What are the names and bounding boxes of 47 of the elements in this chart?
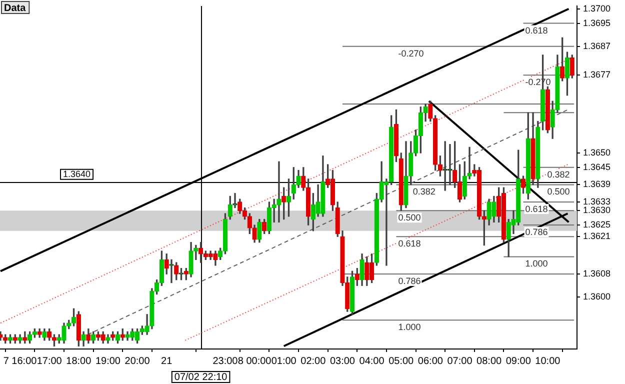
- y-tick-label: 1.3625: [583, 220, 611, 230]
- x-tick-label: 20:00: [124, 356, 150, 367]
- x-tick-label: 21: [161, 356, 173, 367]
- x-tick-label: 8 00:00: [238, 356, 272, 367]
- x-tick-label: 07:00: [447, 356, 473, 367]
- y-tick-label: 1.3633: [583, 196, 611, 206]
- y-tick-label: 1.3645: [583, 162, 611, 172]
- annotation: 1.000: [398, 322, 421, 332]
- x-tick-label: 17:00: [36, 356, 62, 367]
- ref-line-label: 1.3640: [63, 168, 91, 179]
- x-tick-label: 18:00: [66, 356, 92, 367]
- y-tick-label: 1.3621: [583, 231, 611, 242]
- x-tick-label: 7 16:00: [3, 356, 38, 367]
- annotation: 0.786: [398, 276, 421, 286]
- annotation: 0.618: [525, 25, 548, 36]
- x-tick-label: 23:00: [212, 356, 238, 367]
- x-tick-label: 03:00: [330, 356, 356, 367]
- x-tick-label: 10:00: [535, 356, 561, 367]
- annotation: 0.500: [398, 212, 421, 223]
- ref-line-label: 07/02 22:10: [174, 372, 228, 383]
- x-tick-label: 06:00: [418, 356, 444, 367]
- y-tick-label: 1.3650: [583, 147, 611, 158]
- annotation: 0.382: [547, 169, 570, 180]
- annotation: 0.382: [412, 186, 436, 197]
- x-tick-label: 02:00: [300, 356, 326, 367]
- x-tick-label: 01:00: [271, 356, 297, 367]
- annotation: 1.000: [525, 258, 548, 269]
- annotation: Data: [4, 2, 26, 14]
- x-tick-label: 04:00: [359, 356, 385, 367]
- annotation: 0.618: [398, 238, 421, 249]
- annotation: 0.786: [525, 227, 548, 238]
- annotation: 0.618: [525, 204, 548, 214]
- y-tick-label: 1.3639: [583, 179, 611, 190]
- candlestick: [467, 146, 472, 180]
- y-tick-label: 1.3677: [583, 70, 611, 80]
- y-tick-label: 1.3630: [583, 205, 611, 216]
- y-tick-label: 1.3687: [583, 40, 611, 51]
- y-tick-label: 1.3600: [583, 292, 611, 302]
- x-tick-label: 05:00: [388, 356, 414, 367]
- annotation: -0.270: [398, 48, 424, 58]
- annotation: 0.500: [547, 186, 570, 197]
- x-tick-label: 09:00: [506, 356, 532, 367]
- x-tick-label: 19:00: [95, 356, 121, 367]
- y-tick-label: 1.3695: [583, 18, 611, 28]
- y-tick-label: 1.3608: [583, 268, 611, 279]
- x-tick-label: 08:00: [476, 356, 502, 367]
- y-tick-label: 1.3700: [583, 3, 611, 14]
